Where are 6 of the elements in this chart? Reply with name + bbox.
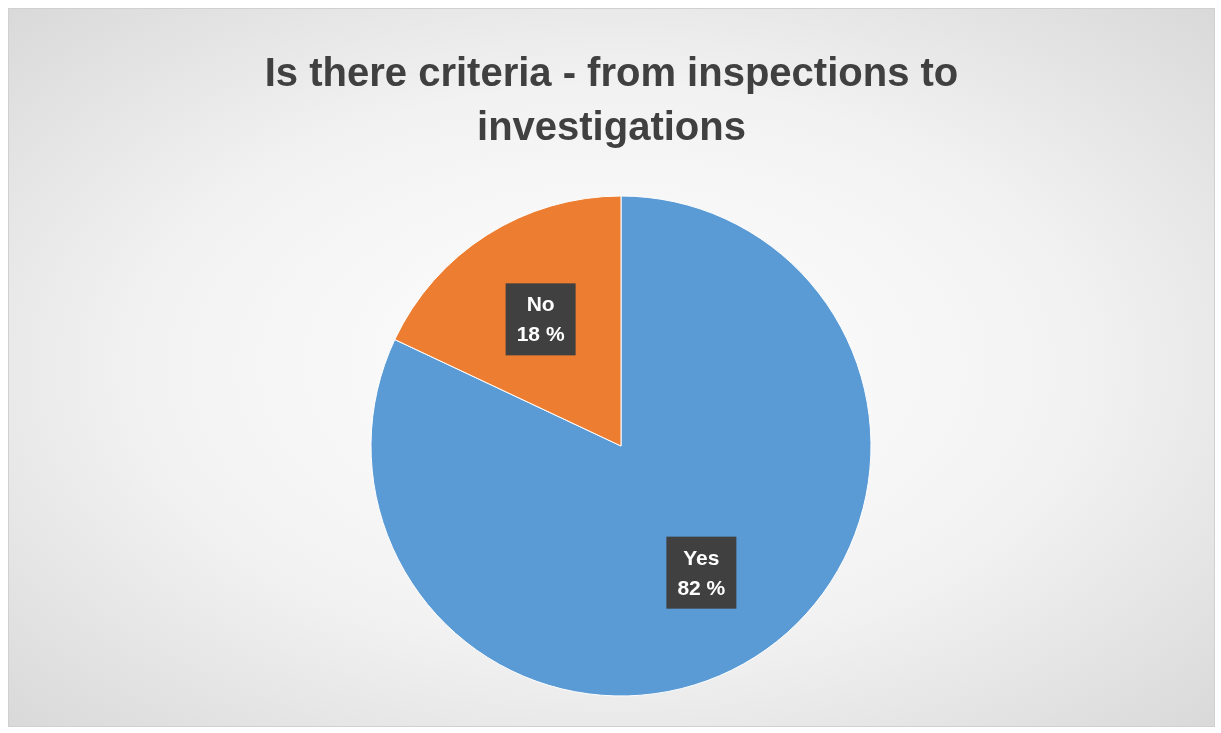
slice-label: No xyxy=(526,292,555,316)
chart-title: Is there criteria - from inspections to investigations xyxy=(263,49,960,150)
data-label: 82 % xyxy=(677,575,726,599)
slice-label: Yes xyxy=(683,545,720,569)
data-label: 18 % xyxy=(516,322,565,346)
pie-slice xyxy=(370,195,872,697)
